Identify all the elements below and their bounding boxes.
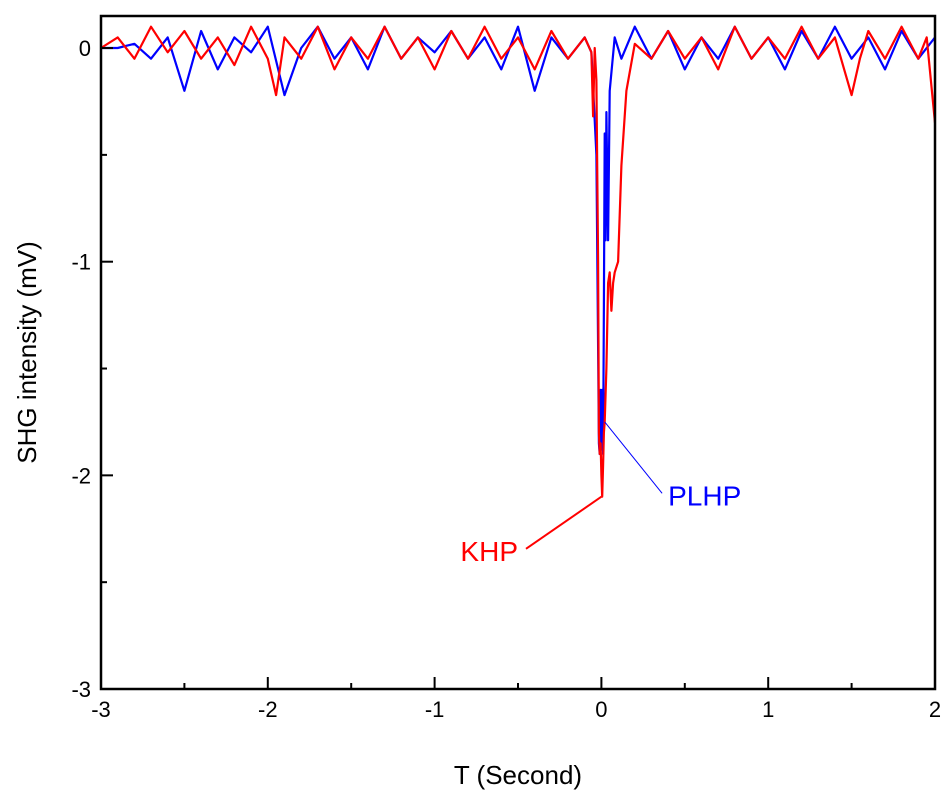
- annotation-leader-khp: [525, 495, 602, 550]
- series-line-plhp: [101, 25, 935, 456]
- x-tick-label: -2: [258, 697, 278, 722]
- annotation-layer: PLHP KHP: [460, 421, 741, 567]
- y-tick-label: -1: [71, 250, 91, 275]
- plot-frame: [99, 14, 937, 691]
- y-tick-label: 0: [79, 36, 91, 61]
- annotation-label-khp: KHP: [460, 536, 518, 567]
- series-line-khp: [101, 25, 935, 498]
- x-tick-label: 0: [595, 697, 607, 722]
- x-tick-label: 2: [929, 697, 941, 722]
- x-tick-label: -3: [91, 697, 111, 722]
- x-tick-label: 1: [762, 697, 774, 722]
- y-tick-label: -3: [71, 677, 91, 702]
- y-tick-label: -2: [71, 463, 91, 488]
- annotation-label-plhp: PLHP: [668, 480, 741, 511]
- series-layer: [101, 25, 935, 498]
- x-axis-label: T (Second): [454, 760, 582, 790]
- x-tick-label: -1: [425, 697, 445, 722]
- annotation-leader-plhp: [604, 421, 663, 494]
- ticks-layer: -3 -2 -1 0 1 2 -3 -2 -1 0: [71, 36, 941, 722]
- y-axis-label: SHG intensity (mV): [12, 241, 42, 464]
